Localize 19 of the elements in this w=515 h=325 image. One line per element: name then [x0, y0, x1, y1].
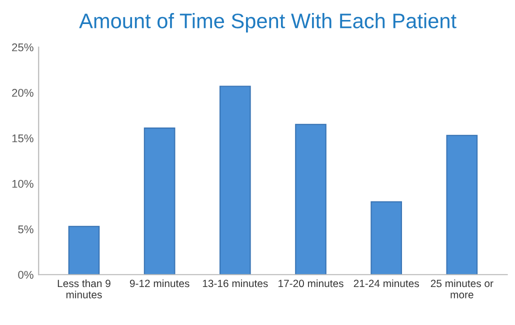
- x-tick-label: 21-24 minutes: [354, 279, 419, 288]
- y-tick-label: 15%: [12, 134, 34, 142]
- y-tick-label: 10%: [12, 180, 34, 188]
- y-tick-label: 20%: [12, 88, 34, 97]
- bar: [370, 201, 402, 275]
- bar: [446, 134, 478, 275]
- y-tick-label: 0%: [18, 270, 34, 279]
- x-tick-label: 25 minutes or more: [430, 279, 494, 298]
- bar: [219, 86, 251, 275]
- y-tick-label: 5%: [18, 225, 34, 234]
- bar: [144, 128, 176, 275]
- x-tick-label: Less than 9 minutes: [58, 279, 110, 298]
- x-tick-label: 17-20 minutes: [278, 279, 344, 288]
- x-tick-label: 9-12 minutes: [130, 279, 190, 288]
- chart-title: Amount of Time Spent With Each Patient: [79, 13, 456, 32]
- x-tick-label: 13-16 minutes: [202, 279, 268, 288]
- y-tick-label: 25%: [12, 43, 34, 52]
- bar: [68, 226, 100, 275]
- bar: [295, 124, 326, 275]
